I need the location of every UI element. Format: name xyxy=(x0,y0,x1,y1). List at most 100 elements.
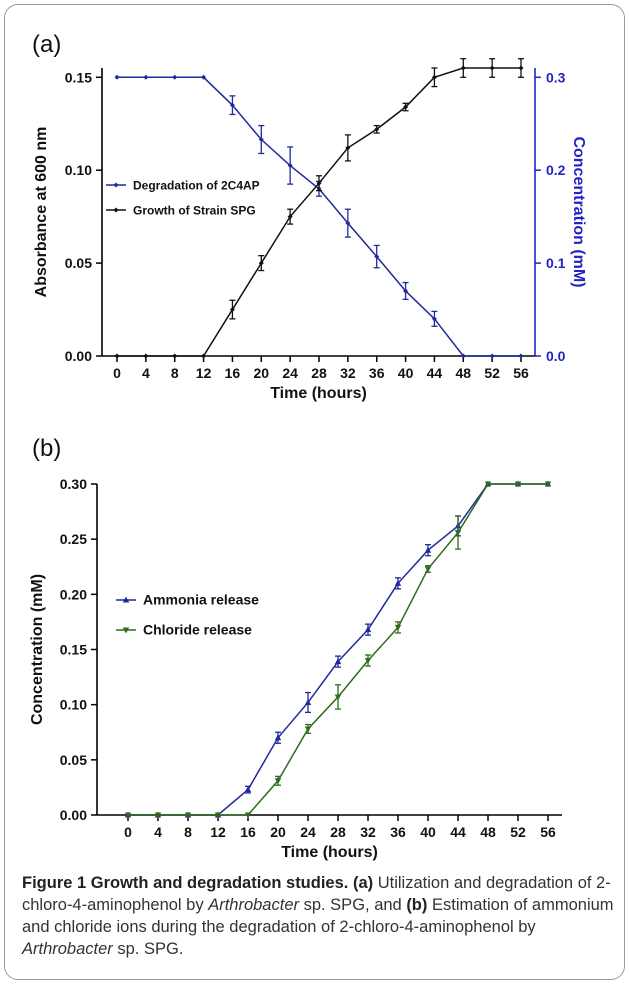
panel-b-chloride-release-point xyxy=(514,481,522,488)
panel-a-y-tick-label: 0.00 xyxy=(65,348,92,364)
panel-b-x-tick-label: 20 xyxy=(270,824,286,840)
panel-a-legend-growth-of-strain-spg-marker xyxy=(113,207,119,213)
panel-a-growth-of-strain-spg-point xyxy=(460,65,466,71)
panel-b-chloride-release-point xyxy=(244,812,252,819)
panel-a-degradation-of-2c4ap-point xyxy=(460,353,466,359)
panel-a-y2-tick-label: 0.3 xyxy=(546,69,566,85)
caption-text-a-1: Utilization and degradation of 2-chloro-… xyxy=(22,874,611,914)
panel-b-chloride-release-point xyxy=(454,530,462,537)
panel-a-growth-of-strain-spg-point xyxy=(518,65,524,71)
figure-caption: Figure 1 Growth and degradation studies.… xyxy=(22,872,614,960)
panel-b-y-tick-label: 0.30 xyxy=(60,476,87,492)
panel-b-x-axis-title: Time (hours) xyxy=(281,844,378,861)
panel-b-x-tick-label: 24 xyxy=(300,824,316,840)
panel-a-y2-tick-label: 0.1 xyxy=(546,255,566,271)
panel-a-x-tick-label: 52 xyxy=(484,365,500,381)
panel-b-ammonia-release-line xyxy=(128,483,548,816)
panel-a-growth-of-strain-spg-point xyxy=(374,126,380,132)
panel-b-x-tick-label: 28 xyxy=(330,824,346,840)
caption-text-b-1: Estimation of ammonium and chloride ions… xyxy=(22,896,614,936)
panel-b-ammonia-release-point xyxy=(394,579,402,586)
panel-b-y-tick-label: 0.10 xyxy=(60,697,87,713)
panel-a-growth-of-strain-spg-point xyxy=(403,104,409,110)
panel-a-growth-of-strain-spg-point xyxy=(201,353,207,359)
caption-organism-2: Arthrobacter xyxy=(22,940,113,958)
panel-a-x-tick-label: 16 xyxy=(225,365,241,381)
panel-a-degradation-of-2c4ap-point xyxy=(374,254,380,260)
panel-b-legend-ammonia-release-label: Ammonia release xyxy=(143,592,259,608)
panel-b-x-tick-label: 44 xyxy=(450,824,466,840)
panel-b-y-tick-label: 0.20 xyxy=(60,586,87,602)
panel-b-x-tick-label: 32 xyxy=(360,824,376,840)
panel-b-chloride-release-line xyxy=(128,483,548,816)
panel-a-degradation-of-2c4ap-point xyxy=(258,137,264,143)
caption-text-b-2: sp. SPG. xyxy=(112,940,184,958)
panel-b-x-tick-label: 52 xyxy=(510,824,526,840)
panel-a-x-tick-label: 20 xyxy=(253,365,269,381)
panel-a-legend-growth-of-strain-spg-label: Growth of Strain SPG xyxy=(133,204,256,218)
panel-b-y-tick-label: 0.25 xyxy=(60,531,87,547)
panel-a-y-tick-label: 0.05 xyxy=(65,255,92,271)
panel-b-chloride-release-point xyxy=(484,481,492,488)
panel-a-x-tick-label: 40 xyxy=(398,365,414,381)
panel-b-x-tick-label: 0 xyxy=(124,824,132,840)
panel-b-x-tick-label: 16 xyxy=(240,824,256,840)
panel-a-x-tick-label: 48 xyxy=(455,365,471,381)
panel-a-degradation-of-2c4ap-point xyxy=(172,74,178,80)
panel-b-chloride-release-point xyxy=(214,812,222,819)
panel-a-y2-axis-title: Concentration (mM) xyxy=(570,136,587,287)
panel-a-growth-of-strain-spg-point xyxy=(489,65,495,71)
panel-a-growth-of-strain-spg-point xyxy=(345,145,351,151)
panel-b-ammonia-release-point xyxy=(304,698,312,705)
panel-b-ammonia-release-point xyxy=(364,626,372,633)
panel-b-y-tick-label: 0.00 xyxy=(60,807,87,823)
panel-a-y2-tick-label: 0.2 xyxy=(546,162,566,178)
panel-a-degradation-of-2c4ap-point xyxy=(489,353,495,359)
panel-a-x-tick-label: 36 xyxy=(369,365,385,381)
panel-a-growth-of-strain-spg-point xyxy=(114,353,120,359)
panel-b-y-axis-title: Concentration (mM) xyxy=(29,574,46,725)
panel-a-x-tick-label: 12 xyxy=(196,365,212,381)
panel-b-legend-chloride-release-marker xyxy=(122,627,130,634)
panel-a-degradation-of-2c4ap-point xyxy=(114,74,120,80)
panel-a-x-tick-label: 24 xyxy=(282,365,298,381)
panel-b-legend-ammonia-release-marker xyxy=(122,596,130,603)
panel-b-chloride-release-point xyxy=(424,566,432,573)
panel-b-chloride-release-point xyxy=(304,726,312,733)
panel-b-x-tick-label: 40 xyxy=(420,824,436,840)
panel-a-legend-degradation-of-2c4ap-label: Degradation of 2C4AP xyxy=(133,179,260,193)
panel-b-chloride-release-point xyxy=(394,624,402,631)
caption-label-b: (b) xyxy=(406,896,428,914)
panel-a-degradation-of-2c4ap-point xyxy=(403,288,409,294)
panel-a-degradation-of-2c4ap-point xyxy=(229,102,235,108)
panel-a-growth-of-strain-spg-point xyxy=(143,353,149,359)
panel-b-y-tick-label: 0.15 xyxy=(60,642,87,658)
panel-a-degradation-of-2c4ap-point xyxy=(287,163,293,169)
panel-a-growth-of-strain-spg-point xyxy=(287,214,293,220)
panel-a-y-axis-title: Absorbance at 600 nm xyxy=(33,127,50,298)
panel-b-label: (b) xyxy=(32,435,61,462)
panel-b-x-tick-label: 4 xyxy=(154,824,162,840)
panel-a-x-tick-label: 4 xyxy=(142,365,150,381)
panel-b-ammonia-release-point xyxy=(424,546,432,553)
panel-b-chloride-release-point xyxy=(124,812,132,819)
panel-b-legend-chloride-release-label: Chloride release xyxy=(143,622,252,638)
caption-title: Figure 1 Growth and degradation studies. xyxy=(22,874,349,892)
panel-b-chloride-release-point xyxy=(154,812,162,819)
caption-organism-1: Arthrobacter xyxy=(208,896,299,914)
panel-a-degradation-of-2c4ap-point xyxy=(431,316,437,322)
panel-a-x-tick-label: 28 xyxy=(311,365,327,381)
panel-a-legend-degradation-of-2c4ap-marker xyxy=(113,182,119,188)
panel-a-x-tick-label: 32 xyxy=(340,365,356,381)
panel-a-x-tick-label: 8 xyxy=(171,365,179,381)
panel-b-x-tick-label: 12 xyxy=(210,824,226,840)
panel-a-x-tick-label: 0 xyxy=(113,365,121,381)
panel-b-x-tick-label: 36 xyxy=(390,824,406,840)
panel-b-x-tick-label: 8 xyxy=(184,824,192,840)
panel-a-x-tick-label: 56 xyxy=(513,365,529,381)
panel-a-growth-of-strain-spg-point xyxy=(229,307,235,313)
panel-b-chloride-release-point xyxy=(274,778,282,785)
panel-b-x-tick-label: 48 xyxy=(480,824,496,840)
panel-b-chloride-release-point xyxy=(334,694,342,701)
